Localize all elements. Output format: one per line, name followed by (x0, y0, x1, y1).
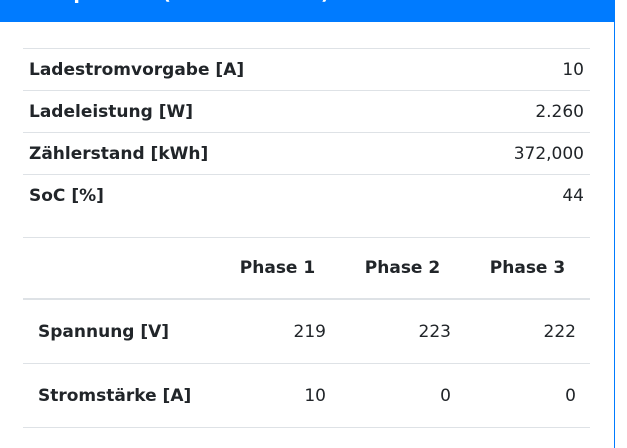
header-cell (23, 237, 215, 300)
table-header-row: Phase 1 Phase 2 Phase 3 (23, 237, 590, 300)
header-cell: Phase 1 (215, 237, 340, 300)
table-row: Spannung [V] 219 223 222 (23, 299, 590, 364)
row-label: Ladestromvorgabe [A] (23, 48, 440, 91)
row-value: 2.260 (439, 90, 590, 133)
row-label: Stromstärke [A] (23, 363, 215, 428)
row-label: Zählerstand [kWh] (23, 132, 440, 175)
row-value: 372,000 (439, 132, 590, 175)
table-row: Ladestromvorgabe [A] 10 (23, 48, 590, 91)
cell: 223 (340, 299, 465, 364)
table-row: Stromstärke [A] 10 0 0 (23, 363, 590, 428)
cell: 0 (465, 363, 590, 428)
cell: 222 (465, 299, 590, 364)
table-row: Zählerstand [kWh] 372,000 (23, 132, 590, 175)
header-cell: Phase 2 (340, 237, 465, 300)
cell: 219 (215, 299, 340, 364)
row-value: 10 (439, 48, 590, 91)
cell: 0 (340, 363, 465, 428)
summary-table: Ladestromvorgabe [A] 10 Ladeleistung [W] 2… (23, 48, 590, 216)
phases-table: Phase 1 Phase 2 Phase 3 Spannung [V] 219 223… (23, 237, 590, 428)
row-label: Ladeleistung [W] (23, 90, 440, 133)
card-header: Ladepunkt 2 (LP2 hinten VS) (0, 0, 614, 22)
table-row: Ladeleistung [W] 2.260 (23, 90, 590, 133)
row-label: Spannung [V] (23, 299, 215, 364)
row-value: 44 (439, 174, 590, 216)
table-row: SoC [%] 44 (23, 174, 590, 216)
header-cell: Phase 3 (465, 237, 590, 300)
row-label: SoC [%] (23, 174, 440, 216)
cell: 10 (215, 363, 340, 428)
